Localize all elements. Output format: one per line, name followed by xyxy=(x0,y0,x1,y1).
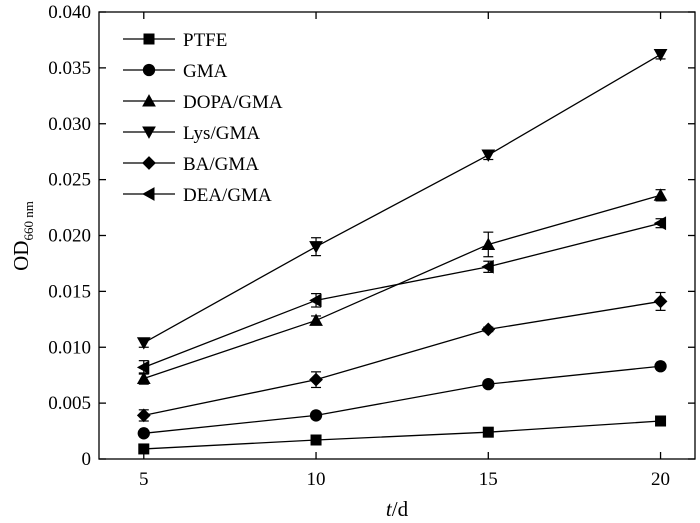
series-ptfe xyxy=(138,415,667,455)
data-point xyxy=(137,427,150,440)
x-tick-label: 20 xyxy=(651,469,670,490)
x-ticks: 5 10 15 20 xyxy=(139,12,670,490)
data-point xyxy=(309,409,323,422)
data-point xyxy=(481,237,496,250)
legend-label: Lys/GMA xyxy=(183,123,260,144)
series-group xyxy=(136,48,668,455)
data-point xyxy=(482,426,494,438)
x-axis-title: t/d xyxy=(386,497,409,521)
x-tick-label: 15 xyxy=(479,469,498,490)
series-lys-gma xyxy=(136,48,668,350)
series-dopa-gma xyxy=(136,188,668,385)
y-tick-label: 0.040 xyxy=(48,2,91,23)
data-point xyxy=(309,241,323,254)
legend-label: BA/GMA xyxy=(183,154,259,175)
data-point xyxy=(653,216,667,231)
data-point xyxy=(136,408,151,423)
legend-marker xyxy=(142,94,156,107)
y-tick-label: 0.010 xyxy=(48,337,91,358)
y-axis-title: OD660 nm xyxy=(9,201,36,271)
data-point xyxy=(136,371,151,385)
y-tick-label: 0.035 xyxy=(48,58,91,79)
legend-label: PTFE xyxy=(183,30,227,51)
data-point xyxy=(310,434,322,446)
series-line xyxy=(143,222,661,368)
legend-marker xyxy=(142,126,156,139)
data-point xyxy=(309,372,323,387)
legend-marker xyxy=(142,63,156,77)
y-axis-title-main: OD xyxy=(9,241,33,271)
legend-marker xyxy=(142,187,155,201)
legend-label: DOPA/GMA xyxy=(183,92,283,113)
x-tick-label: 10 xyxy=(307,469,326,490)
x-tick-label: 5 xyxy=(139,469,149,490)
data-point xyxy=(654,360,667,373)
x-axis-title-unit: /d xyxy=(392,497,409,521)
series-line xyxy=(143,365,661,434)
y-tick-label: 0.005 xyxy=(48,393,91,414)
legend-label: DEA/GMA xyxy=(183,185,272,206)
series-gma xyxy=(137,360,667,440)
series-line xyxy=(143,420,661,450)
series-line xyxy=(143,300,661,417)
data-point xyxy=(136,360,150,375)
data-point xyxy=(138,443,150,455)
legend: PTFE GMA DOPA/GMA Lys/GMA BA/GMA DEA/GMA xyxy=(123,30,283,206)
y-tick-label: 0.020 xyxy=(48,226,91,247)
data-point xyxy=(653,188,668,201)
y-tick-label: 0.025 xyxy=(48,170,91,191)
legend-marker xyxy=(143,33,155,45)
legend-marker xyxy=(142,156,156,170)
data-point xyxy=(136,337,151,350)
y-axis-title-sub: 660 nm xyxy=(21,201,36,240)
y-tick-label: 0 xyxy=(82,449,92,470)
data-point xyxy=(309,313,323,326)
series-line xyxy=(143,194,661,380)
data-point xyxy=(481,149,496,162)
legend-label: GMA xyxy=(183,61,228,82)
y-ticks: 0 0.005 0.010 0.015 0.020 0.025 0.030 0.035 0.04… xyxy=(48,2,695,470)
data-point xyxy=(653,48,668,62)
series-dea-gma xyxy=(136,216,667,375)
data-point xyxy=(481,259,494,274)
series-line xyxy=(143,53,661,344)
x-axis-title-italic: t xyxy=(386,497,393,521)
data-point xyxy=(653,294,668,309)
y-tick-label: 0.030 xyxy=(48,114,91,135)
y-tick-label: 0.015 xyxy=(48,281,91,302)
data-point xyxy=(655,415,667,427)
data-point xyxy=(481,322,496,337)
data-point xyxy=(482,377,495,391)
data-point xyxy=(309,293,322,308)
series-ba-gma xyxy=(136,291,668,423)
